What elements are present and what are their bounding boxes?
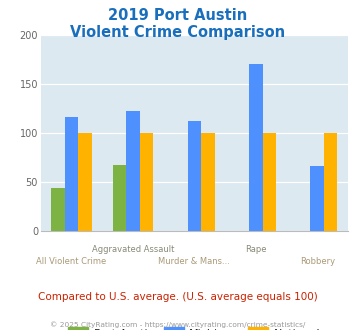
Text: © 2025 CityRating.com - https://www.cityrating.com/crime-statistics/: © 2025 CityRating.com - https://www.city…: [50, 322, 305, 328]
Bar: [201, 133, 215, 231]
Bar: [113, 165, 126, 231]
Text: Compared to U.S. average. (U.S. average equals 100): Compared to U.S. average. (U.S. average …: [38, 292, 317, 302]
Text: All Violent Crime: All Violent Crime: [37, 256, 106, 266]
Bar: [263, 133, 276, 231]
Bar: [310, 166, 324, 231]
Legend: Port Austin, Michigan, National: Port Austin, Michigan, National: [64, 323, 325, 330]
Text: Murder & Mans...: Murder & Mans...: [158, 256, 230, 266]
Bar: [65, 117, 78, 231]
Bar: [51, 188, 65, 231]
Text: 2019 Port Austin: 2019 Port Austin: [108, 8, 247, 23]
Bar: [126, 111, 140, 231]
Bar: [249, 64, 263, 231]
Text: Robbery: Robbery: [300, 256, 335, 266]
Text: Rape: Rape: [245, 245, 267, 254]
Bar: [324, 133, 338, 231]
Text: Aggravated Assault: Aggravated Assault: [92, 245, 174, 254]
Text: Violent Crime Comparison: Violent Crime Comparison: [70, 25, 285, 40]
Bar: [187, 121, 201, 231]
Bar: [140, 133, 153, 231]
Bar: [78, 133, 92, 231]
